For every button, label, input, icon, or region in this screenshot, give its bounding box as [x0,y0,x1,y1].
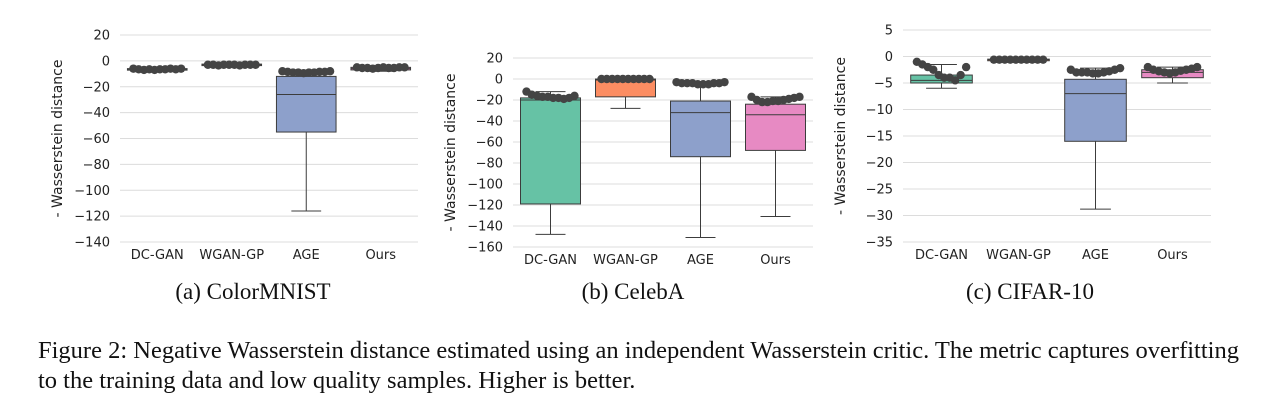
y-tick-label: −160 [467,241,503,256]
y-tick-label: −100 [74,184,110,199]
y-tick-label: −120 [467,199,503,214]
y-tick-label: 0 [885,50,893,65]
subplot-caption: (a) ColorMNIST [175,279,330,304]
y-tick-label: −20 [476,94,503,109]
y-tick-label: 0 [495,73,503,88]
y-tick-label: −40 [476,115,503,130]
y-tick-label: −20 [83,80,110,95]
y-tick-label: −140 [74,236,110,251]
x-tick-label: AGE [1082,248,1109,263]
data-point [1038,55,1048,64]
data-point [929,65,938,74]
box-age [275,75,337,133]
y-tick-label: −60 [83,132,110,147]
data-point [1192,62,1202,72]
y-tick-label: −140 [467,220,503,235]
figure-svg: 200−20−40−60−80−100−120−140- Wasserstein… [50,24,1211,304]
data-point [956,70,965,80]
x-tick-label: DC-GAN [524,253,577,268]
y-tick-label: −80 [83,158,110,173]
y-tick-label: −100 [467,178,503,193]
y-tick-label: 20 [486,52,503,67]
subplot-caption: (c) CIFAR-10 [966,279,1094,304]
y-tick-label: 0 [102,54,110,69]
data-point [325,67,335,76]
y-axis-label: - Wasserstein distance [443,74,459,232]
figure-caption: Figure 2: Negative Wasserstein distance … [38,337,1239,394]
y-tick-label: 20 [93,29,110,44]
x-tick-label: WGAN-GP [199,248,264,263]
y-axis-label: - Wasserstein distance [50,60,66,218]
y-tick-label: −25 [866,183,893,198]
box-age [670,100,731,158]
y-tick-label: −15 [866,130,893,145]
data-point [1115,63,1125,73]
y-tick-label: −30 [866,209,893,224]
y-tick-label: −120 [74,210,110,225]
y-axis-label: - Wasserstein distance [833,57,849,215]
data-point [645,74,654,84]
x-tick-label: WGAN-GP [986,248,1051,263]
x-tick-label: AGE [293,248,320,263]
data-point [251,60,260,69]
x-tick-label: Ours [760,253,791,268]
data-point [400,63,409,72]
x-tick-label: WGAN-GP [593,253,658,268]
y-tick-label: −20 [866,156,893,171]
x-tick-label: AGE [687,253,714,268]
box-dc-gan [520,97,581,205]
data-point [795,92,804,102]
x-tick-label: Ours [1157,248,1188,263]
x-tick-label: DC-GAN [915,248,968,263]
x-tick-label: Ours [365,248,396,263]
y-tick-label: −10 [866,103,893,118]
y-tick-label: −35 [866,236,893,251]
data-point [570,91,579,101]
y-tick-label: −60 [476,136,503,151]
box-ours [745,103,806,151]
x-tick-label: DC-GAN [131,248,184,263]
y-tick-label: −40 [83,106,110,121]
y-tick-label: −5 [874,77,893,92]
data-point [950,76,960,85]
data-point [720,77,729,87]
box-age [1064,78,1127,142]
subplot-caption: (b) CelebA [582,279,685,304]
y-tick-label: −80 [476,157,503,172]
data-point [961,62,971,72]
y-tick-label: 5 [885,24,893,39]
data-point [176,64,186,73]
